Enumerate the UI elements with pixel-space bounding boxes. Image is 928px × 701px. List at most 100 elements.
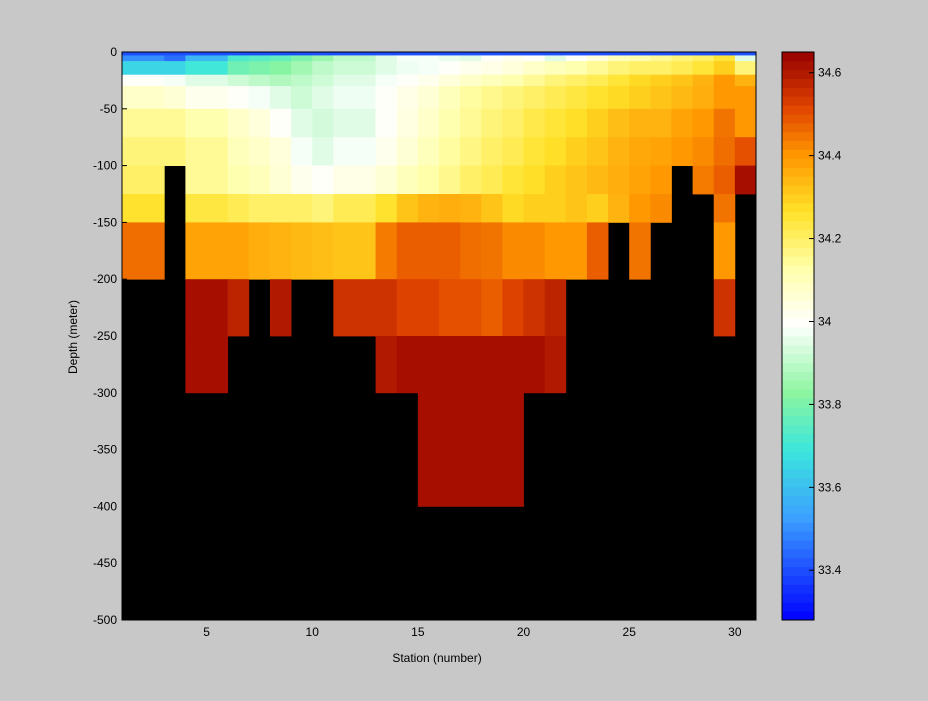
heatmap-cell <box>608 86 630 110</box>
heatmap-cell <box>439 55 461 62</box>
heatmap-cell <box>312 222 334 280</box>
heatmap-cell <box>565 86 588 110</box>
heatmap-cell <box>481 137 503 166</box>
heatmap-cell <box>269 165 292 195</box>
heatmap-cell <box>227 61 250 76</box>
heatmap-cell <box>734 52 757 56</box>
heatmap-cell <box>291 55 313 62</box>
heatmap-cell <box>122 137 165 166</box>
heatmap-cell <box>227 55 250 62</box>
heatmap-cell <box>629 52 651 56</box>
heatmap-cell <box>248 74 271 87</box>
colorbar-segment <box>782 584 814 594</box>
heatmap-cell <box>460 279 482 337</box>
heatmap-cell <box>227 108 250 138</box>
heatmap-cell <box>544 165 567 195</box>
heatmap-cell <box>185 222 229 280</box>
heatmap-cell <box>417 55 440 62</box>
heatmap-cell <box>269 108 292 138</box>
heatmap-cell <box>312 74 334 87</box>
colorbar-segment <box>782 433 814 443</box>
heatmap-cell <box>396 74 419 87</box>
heatmap-cell <box>629 165 651 195</box>
colorbar-segment <box>782 327 814 337</box>
heatmap-cell <box>523 61 546 76</box>
x-tick-label: 30 <box>728 625 742 639</box>
heatmap-cell <box>375 194 398 223</box>
heatmap-cell <box>671 137 693 166</box>
heatmap-cell <box>122 52 165 56</box>
heatmap-cell <box>734 86 757 110</box>
y-tick-label: 0 <box>110 45 117 59</box>
heatmap-cell <box>227 137 250 166</box>
heatmap-cell <box>417 194 440 223</box>
heatmap-cell <box>291 52 313 56</box>
heatmap-cell <box>396 194 419 223</box>
heatmap-cell <box>481 61 503 76</box>
heatmap-cell <box>248 61 271 76</box>
heatmap-cell <box>481 194 503 223</box>
heatmap-cell <box>502 279 524 337</box>
heatmap-cell <box>481 86 503 110</box>
heatmap-cell <box>523 336 546 394</box>
colorbar-frame <box>781 51 815 621</box>
heatmap-cell <box>122 222 165 280</box>
x-tick-label: 15 <box>411 625 425 639</box>
y-tick-label: -350 <box>93 443 117 457</box>
heatmap-cell <box>248 165 271 195</box>
colorbar-segment <box>782 211 814 222</box>
heatmap-cell <box>608 137 630 166</box>
heatmap-cell <box>650 108 672 138</box>
heatmap-cell <box>291 108 313 138</box>
heatmap-cell <box>185 279 229 337</box>
heatmap-cell <box>122 108 165 138</box>
heatmap-cell <box>460 55 482 62</box>
heatmap-cell <box>502 392 524 507</box>
colorbar-segment <box>782 300 814 310</box>
heatmap-cell <box>375 55 398 62</box>
heatmap-cell <box>586 108 609 138</box>
heatmap-cell <box>544 74 567 87</box>
heatmap-cell <box>417 137 440 166</box>
heatmap-cell <box>460 86 482 110</box>
colorbar-segment <box>782 575 814 585</box>
heatmap-cell <box>185 137 229 166</box>
heatmap-cell <box>439 392 461 507</box>
heatmap-cell <box>227 74 250 87</box>
heatmap-cell <box>417 279 440 337</box>
heatmap-cell <box>248 222 271 280</box>
heatmap-cell <box>586 55 609 62</box>
colorbar-segment <box>782 566 814 577</box>
colorbar-segment <box>782 353 814 364</box>
heatmap-cell <box>269 61 292 76</box>
x-tick-label: 25 <box>623 625 637 639</box>
heatmap-cell <box>185 74 229 87</box>
heatmap-cell <box>523 165 546 195</box>
heatmap-cell <box>333 194 376 223</box>
colorbar-segment <box>782 176 814 186</box>
heatmap-cell <box>671 108 693 138</box>
heatmap-cell <box>629 222 651 280</box>
heatmap-cell <box>713 61 736 76</box>
heatmap-cell <box>333 52 376 56</box>
colorbar-segment <box>782 309 814 319</box>
heatmap-cell <box>544 108 567 138</box>
heatmap-cell <box>544 222 567 280</box>
heatmap-cell <box>439 61 461 76</box>
heatmap-cell <box>692 108 715 138</box>
heatmap-cell <box>248 86 271 110</box>
heatmap-cell <box>396 336 419 394</box>
heatmap-cell <box>227 279 250 337</box>
heatmap-cell <box>544 52 567 56</box>
heatmap-cell <box>439 86 461 110</box>
heatmap-cell <box>713 52 736 56</box>
heatmap-cell <box>629 86 651 110</box>
heatmap-cell <box>650 55 672 62</box>
heatmap-cell <box>629 194 651 223</box>
heatmap-cell <box>544 279 567 337</box>
heatmap-cell <box>227 52 250 56</box>
colorbar-segment <box>782 451 814 461</box>
heatmap-cell <box>291 194 313 223</box>
colorbar-segment <box>782 60 814 71</box>
colorbar-segment <box>782 486 814 497</box>
